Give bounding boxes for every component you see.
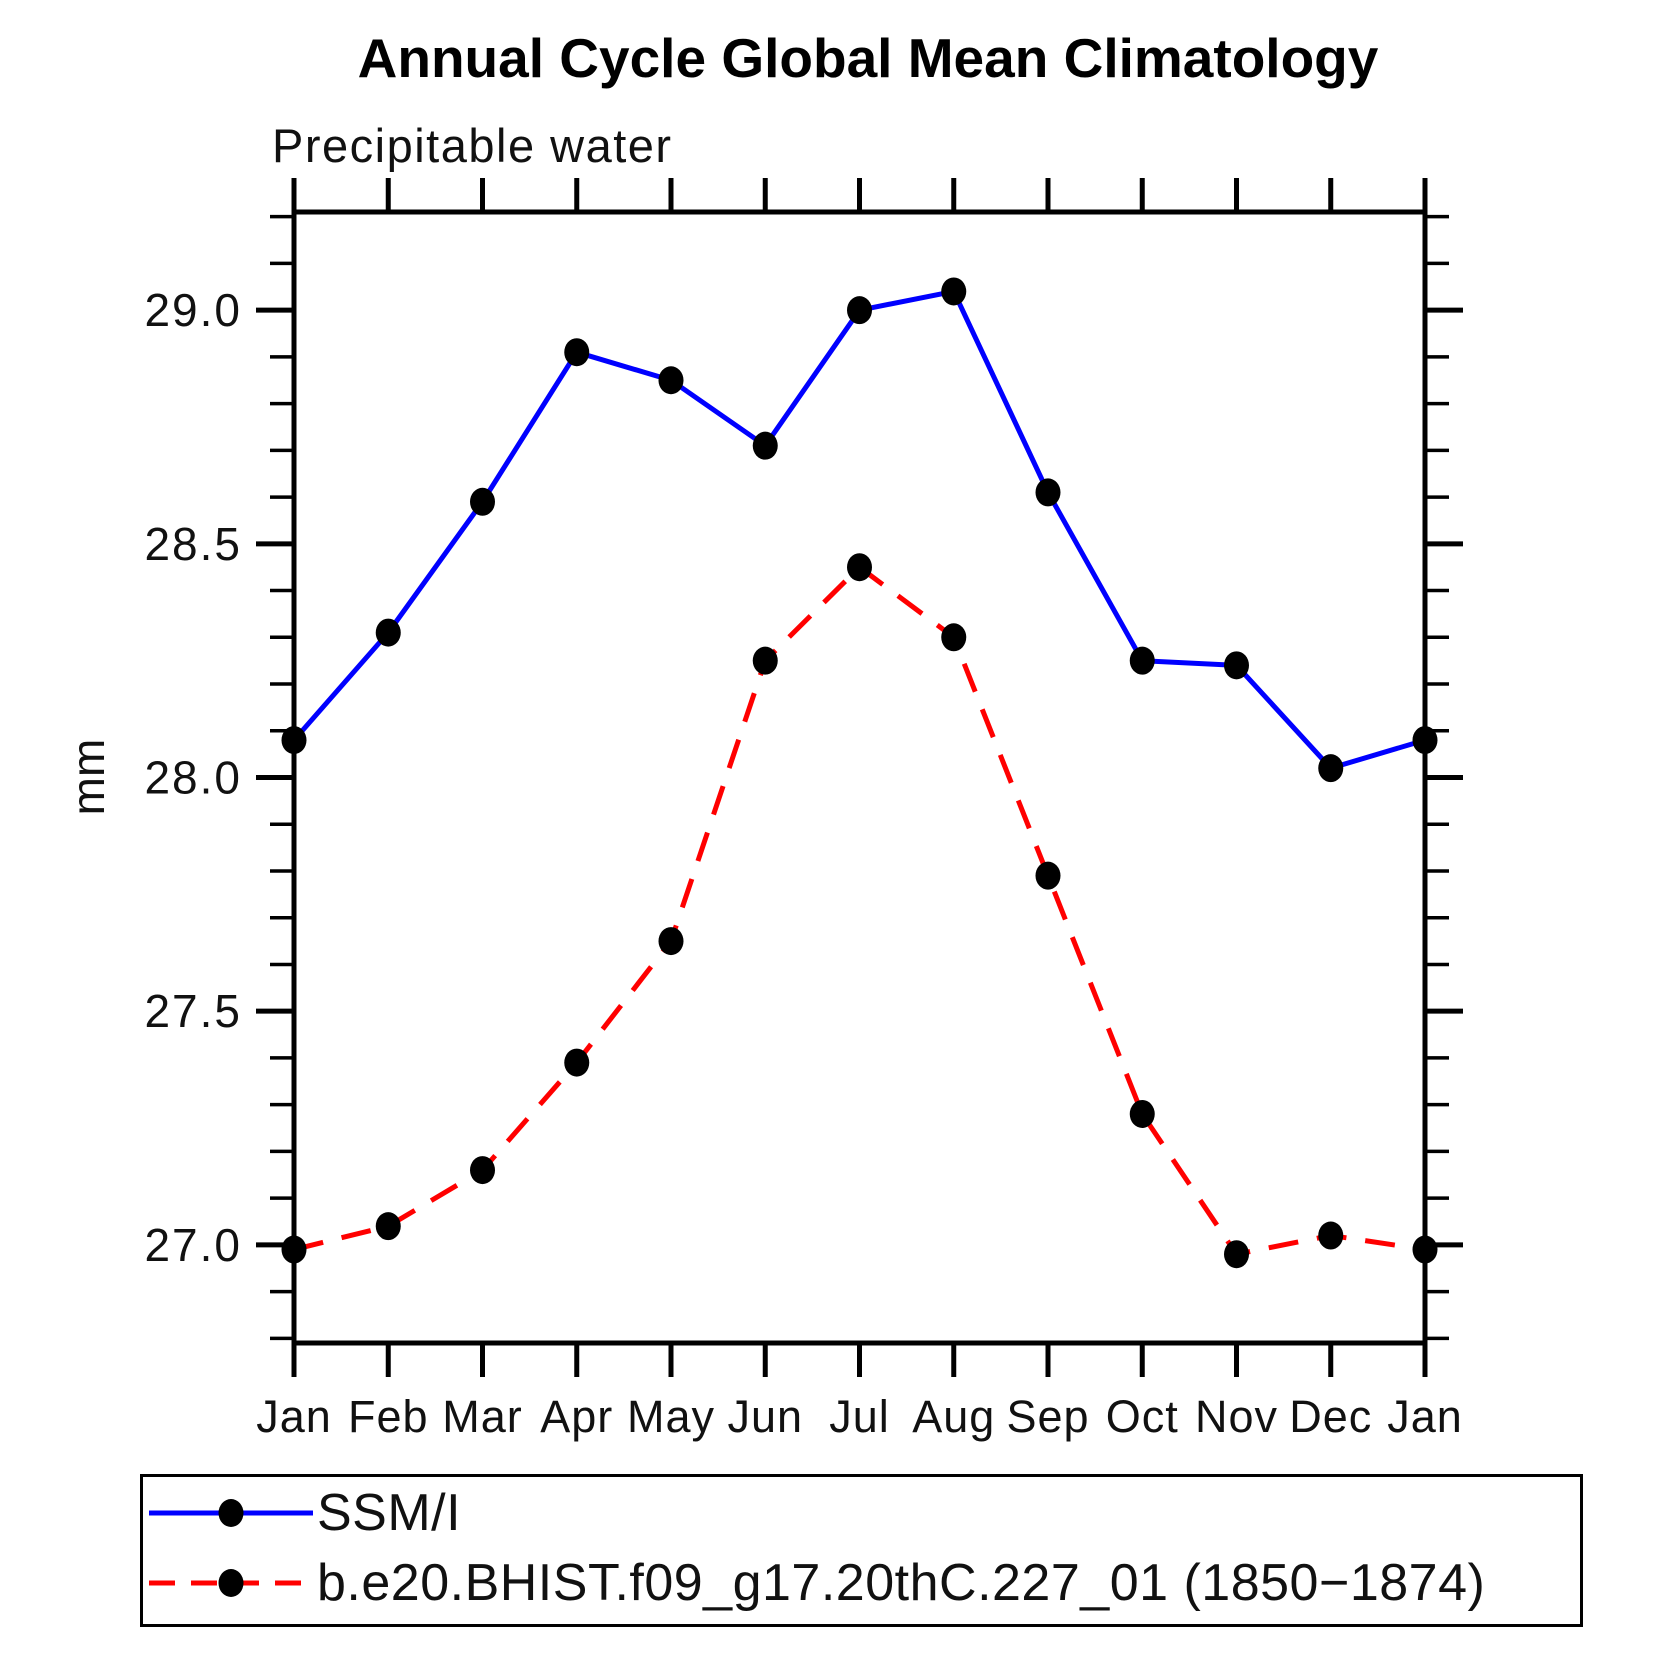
- x-tick-label: Oct: [1106, 1391, 1179, 1442]
- y-tick-label: 29.0: [144, 284, 242, 336]
- data-point-1: [564, 1048, 590, 1077]
- x-tick-label: Jul: [829, 1391, 890, 1442]
- data-point-0: [941, 277, 967, 306]
- chart-subtitle: Precipitable water: [272, 119, 673, 172]
- data-point-1: [1318, 1221, 1344, 1250]
- x-tick-label: Nov: [1195, 1391, 1278, 1442]
- series-line-1: [293, 564, 1426, 1257]
- x-tick-label: Dec: [1289, 1391, 1372, 1442]
- y-tick-label: 28.5: [144, 518, 242, 570]
- x-tick-label: Feb: [348, 1391, 429, 1442]
- chart-title: Annual Cycle Global Mean Climatology: [357, 27, 1379, 89]
- axis-frame: [291, 209, 1428, 1346]
- data-point-1: [281, 1235, 307, 1264]
- data-point-0: [1129, 646, 1155, 675]
- x-tick-label: Aug: [912, 1391, 995, 1442]
- y-tick-label: 28.0: [144, 752, 242, 804]
- y-tick-label: 27.5: [144, 985, 242, 1037]
- legend-swatch-solid-line: [149, 1499, 313, 1527]
- data-point-1: [1412, 1235, 1438, 1264]
- series-line-0: [292, 288, 1426, 771]
- legend-label-model: b.e20.BHIST.f09_g17.20thC.227_01 (1850−1…: [317, 1554, 1486, 1612]
- data-point-0: [470, 487, 495, 516]
- x-tick-label: Sep: [1006, 1391, 1089, 1442]
- data-point-1: [375, 1212, 401, 1241]
- data-point-0: [564, 338, 590, 367]
- data-point-1: [1129, 1099, 1155, 1128]
- data-point-0: [847, 296, 872, 325]
- x-tick-label: Jan: [1387, 1391, 1463, 1442]
- x-tick-label: May: [627, 1391, 715, 1442]
- legend-swatch-dashed-line: [149, 1569, 313, 1597]
- data-point-0: [1412, 726, 1438, 755]
- data-point-0: [1224, 651, 1249, 680]
- data-point-0: [752, 431, 778, 460]
- data-point-1: [658, 927, 684, 956]
- x-tick-label: Mar: [442, 1391, 523, 1442]
- data-point-1: [470, 1156, 495, 1185]
- data-point-1: [752, 646, 778, 675]
- data-point-1: [941, 623, 967, 652]
- x-tick-label: Apr: [540, 1391, 613, 1442]
- data-point-1: [847, 553, 872, 582]
- legend: SSM/I b.e20.BHIST.f09_g17.20thC.227_01 (…: [140, 1474, 1583, 1627]
- data-point-1: [1224, 1240, 1249, 1269]
- x-tick-label: Jun: [727, 1391, 803, 1442]
- x-tick-label: Jan: [256, 1391, 332, 1442]
- data-point-1: [1035, 861, 1061, 890]
- data-point-0: [375, 618, 401, 647]
- legend-marker-1: [218, 1569, 244, 1597]
- legend-label-ssmi: SSM/I: [317, 1484, 462, 1542]
- legend-item-model: b.e20.BHIST.f09_g17.20thC.227_01 (1850−1…: [147, 1551, 1485, 1615]
- y-tick-label: 27.0: [144, 1219, 242, 1271]
- data-point-0: [281, 726, 307, 755]
- data-point-0: [1035, 478, 1061, 507]
- legend-marker-0: [218, 1499, 244, 1527]
- legend-item-ssmi: SSM/I: [147, 1481, 461, 1545]
- data-point-0: [658, 366, 684, 395]
- data-point-0: [1318, 754, 1344, 783]
